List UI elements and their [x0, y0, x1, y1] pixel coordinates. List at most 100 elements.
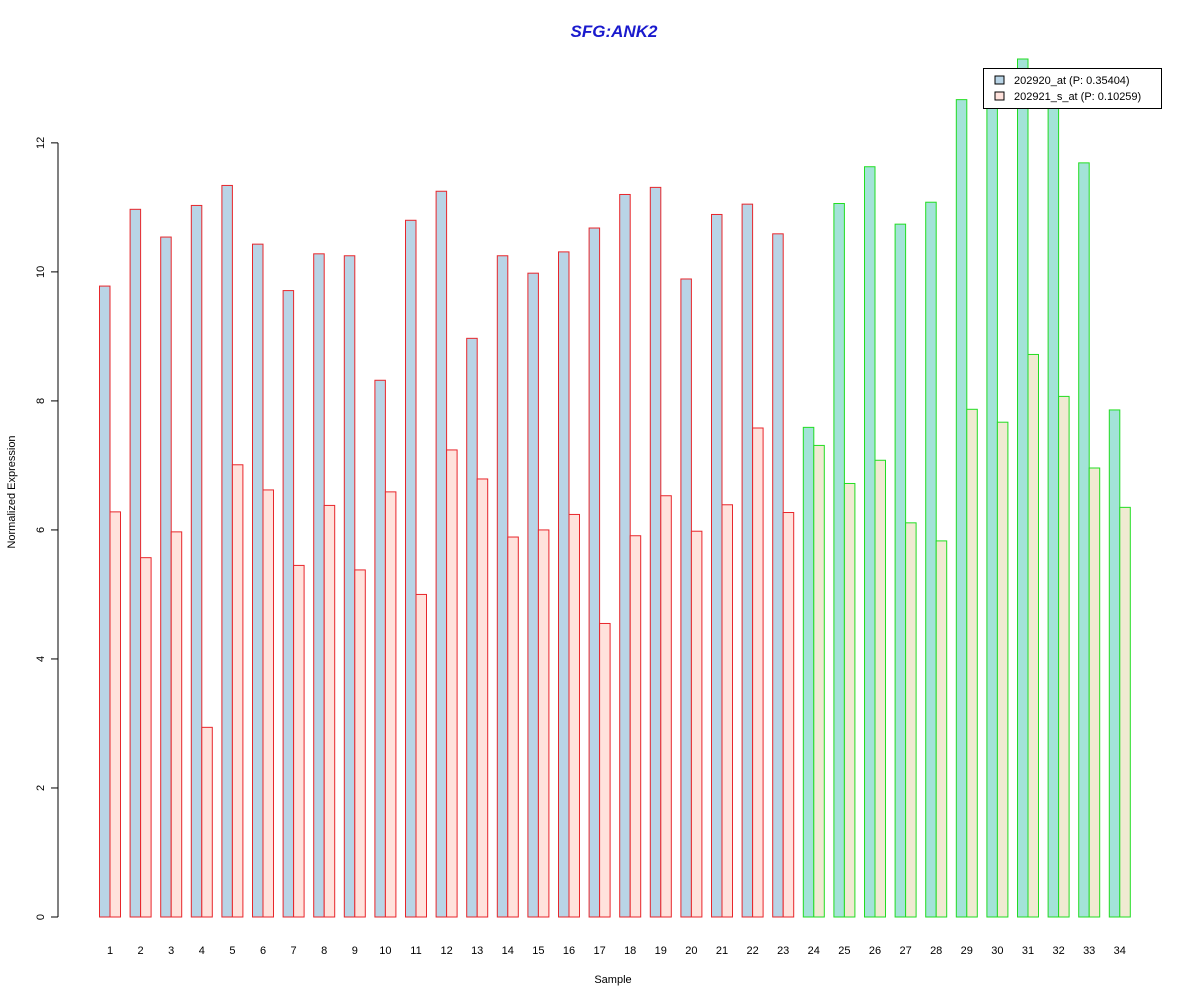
bar-series-2-sample-4 — [201, 726, 213, 918]
legend-label-series-1: 202920_at (P: 0.35404) — [1014, 75, 1130, 87]
bar-series-2-sample-19 — [660, 495, 672, 918]
x-tick-label: 10 — [379, 945, 391, 957]
bar-series-1-sample-17 — [588, 227, 601, 918]
bar-series-2-sample-23 — [782, 512, 795, 918]
x-tick-label: 34 — [1114, 945, 1126, 957]
bar-series-2-sample-18 — [629, 535, 642, 918]
bar-series-1-sample-21 — [711, 213, 723, 918]
x-tick-label: 32 — [1052, 945, 1064, 957]
bar-series-1-sample-29 — [955, 99, 968, 918]
x-tick-label: 20 — [685, 945, 697, 957]
bar-series-2-sample-26 — [874, 459, 886, 918]
legend-swatch-series-1 — [994, 75, 1005, 85]
x-tick-label: 29 — [961, 945, 973, 957]
bar-series-1-sample-31 — [1017, 58, 1029, 918]
x-tick-label: 16 — [563, 945, 575, 957]
bar-series-2-sample-3 — [170, 531, 183, 918]
legend: 202920_at (P: 0.35404) 202921_s_at (P: 0… — [983, 68, 1162, 109]
y-tick-label: 4 — [35, 656, 47, 662]
y-tick-label: 8 — [35, 398, 47, 404]
bar-series-2-sample-1 — [109, 511, 121, 918]
bar-series-1-sample-16 — [558, 251, 570, 918]
bar-series-2-sample-30 — [996, 421, 1009, 918]
bar-series-2-sample-34 — [1119, 506, 1131, 918]
bar-series-2-sample-12 — [446, 449, 458, 918]
x-tick-label: 12 — [440, 945, 452, 957]
x-tick-label: 25 — [838, 945, 850, 957]
x-tick-label: 22 — [746, 945, 758, 957]
x-tick-label: 1 — [107, 945, 113, 957]
y-tick-label: 12 — [35, 137, 47, 149]
bar-series-1-sample-12 — [435, 190, 448, 918]
x-tick-label: 27 — [899, 945, 911, 957]
x-tick-label: 11 — [410, 945, 421, 957]
bar-series-1-sample-18 — [619, 193, 631, 918]
x-tick-label: 21 — [716, 945, 728, 957]
legend-swatch-series-2 — [994, 91, 1005, 101]
x-tick-label: 2 — [138, 945, 144, 957]
bar-series-1-sample-24 — [802, 426, 815, 918]
bars — [99, 58, 1131, 918]
bar-series-2-sample-15 — [537, 529, 550, 918]
bar-series-2-sample-32 — [1058, 395, 1070, 918]
bar-series-1-sample-27 — [894, 223, 907, 918]
bar-series-1-sample-26 — [864, 166, 876, 918]
bar-series-2-sample-33 — [1088, 467, 1101, 918]
bar-series-1-sample-32 — [1047, 103, 1060, 918]
x-tick-label: 5 — [229, 945, 235, 957]
y-tick-label: 0 — [35, 914, 47, 920]
bar-series-2-sample-31 — [1027, 353, 1039, 918]
x-tick-label: 18 — [624, 945, 636, 957]
x-tick-label: 23 — [777, 945, 789, 957]
legend-label-series-2: 202921_s_at (P: 0.10259) — [1014, 91, 1141, 103]
x-tick-label: 9 — [352, 945, 358, 957]
bar-series-2-sample-27 — [905, 522, 917, 918]
bar-series-2-sample-13 — [476, 478, 489, 918]
bar-series-1-sample-15 — [527, 272, 539, 918]
x-tick-label: 26 — [869, 945, 881, 957]
bar-series-2-sample-9 — [354, 569, 366, 918]
chart-title: SFG:ANK2 — [571, 22, 658, 41]
bar-series-1-sample-33 — [1078, 162, 1090, 918]
bar-series-1-sample-10 — [374, 379, 386, 918]
bar-series-2-sample-20 — [690, 530, 703, 918]
x-tick-label: 15 — [532, 945, 544, 957]
x-axis-label: Sample — [594, 974, 631, 986]
bar-series-2-sample-22 — [752, 427, 764, 918]
x-tick-label: 19 — [655, 945, 667, 957]
x-tick-label: 8 — [321, 945, 327, 957]
bar-series-1-sample-7 — [282, 290, 295, 918]
bar-series-1-sample-5 — [221, 184, 233, 918]
x-tick-label: 14 — [502, 945, 514, 957]
bar-series-1-sample-9 — [343, 255, 356, 918]
x-tick-label: 4 — [199, 945, 205, 957]
y-tick-label: 10 — [35, 266, 47, 278]
bar-series-1-sample-23 — [772, 233, 784, 918]
bar-series-2-sample-21 — [721, 504, 733, 918]
bar-series-2-sample-24 — [813, 444, 825, 918]
bar-series-2-sample-7 — [293, 564, 305, 918]
bar-series-2-sample-17 — [599, 622, 611, 918]
bar-series-1-sample-28 — [925, 201, 937, 918]
x-tick-label: 7 — [291, 945, 297, 957]
x-tick-label: 17 — [593, 945, 605, 957]
bar-series-1-sample-14 — [496, 255, 509, 918]
bar-series-2-sample-29 — [966, 408, 978, 918]
x-tick-label: 6 — [260, 945, 266, 957]
y-tick-label: 6 — [35, 527, 47, 533]
bar-series-2-sample-14 — [507, 536, 519, 918]
bar-series-1-sample-22 — [741, 203, 754, 918]
bar-series-2-sample-2 — [140, 557, 152, 918]
bar-series-2-sample-28 — [935, 540, 948, 918]
bar-series-2-sample-16 — [568, 513, 580, 918]
bar-series-1-sample-13 — [466, 337, 478, 918]
x-axis: 1 2 3 4 5 6 7 8 9 10 11 12 13 14 15 16 17 18 19 20 21 22 23 24 2… — [107, 945, 1126, 957]
y-tick-label: 2 — [35, 785, 47, 791]
x-tick-label: 13 — [471, 945, 483, 957]
bar-series-1-sample-25 — [833, 203, 845, 918]
bar-series-1-sample-8 — [313, 253, 325, 918]
bar-series-1-sample-34 — [1108, 409, 1121, 918]
bar-series-1-sample-20 — [680, 278, 692, 918]
x-tick-label: 24 — [808, 945, 820, 957]
bar-series-1-sample-1 — [99, 285, 111, 918]
